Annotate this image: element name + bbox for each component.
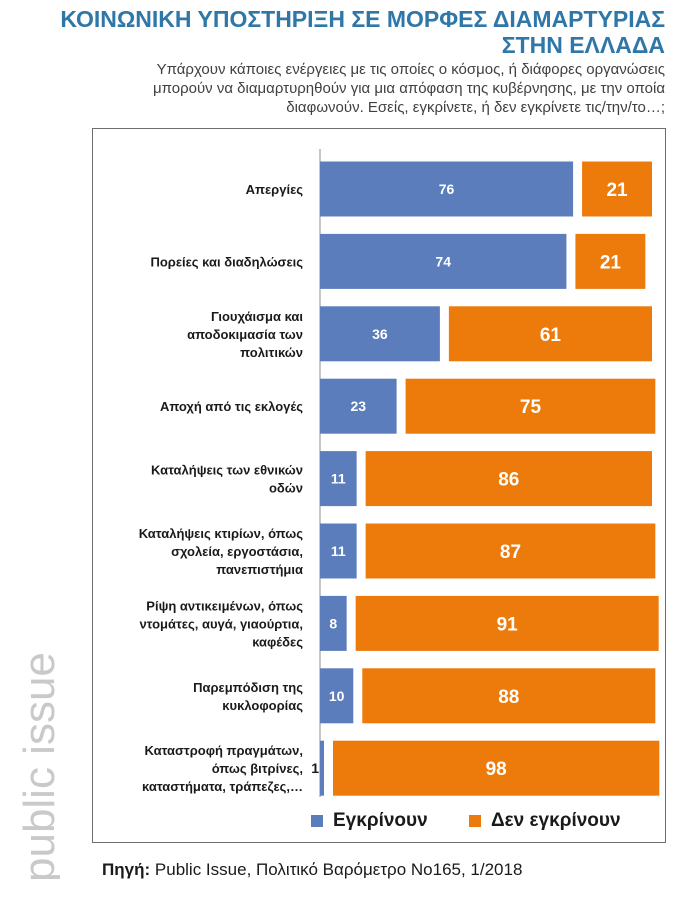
category-label: Καταστροφή πραγμάτων, όπως βιτρίνες, κατασ… — [142, 743, 303, 794]
chart-subtitle: Υπάρχουν κάποιες ενέργειες με τις οποίες… — [45, 60, 665, 117]
chart-svg: 76 21 Απεργίες 74 21 Πορείες και διαδηλώσεις 3… — [139, 149, 660, 797]
bar-approve — [320, 306, 440, 362]
category-label: Απεργίες — [246, 182, 304, 197]
bar-approve — [320, 523, 357, 579]
subtitle-line-3: διαφωνούν. Εσείς, εγκρίνετε, ή δεν εγκρί… — [286, 99, 665, 116]
data-label-approve: 36 — [372, 326, 388, 342]
bar-approve — [320, 595, 347, 651]
data-label-approve: 11 — [331, 471, 346, 487]
category-label: Αποχή από τις εκλογές — [160, 399, 303, 414]
data-label-approve: 8 — [329, 615, 337, 631]
data-label-approve: 1 — [311, 760, 319, 776]
category-label: Καταλήψεις των εθνικών οδών — [151, 463, 303, 496]
chart-title-line-2: ΣΤΗΝ ΕΛΛΑΔΑ — [501, 32, 665, 58]
watermark-text: public issue — [20, 652, 60, 882]
data-label-disapprove: 91 — [497, 614, 519, 635]
bar-approve — [320, 233, 567, 289]
data-label-approve: 74 — [435, 253, 451, 269]
bar-disapprove — [362, 668, 656, 724]
bar-disapprove — [365, 451, 653, 507]
source-note: Πηγή: Public Issue, Πολιτικό Βαρόμετρο Ν… — [102, 860, 522, 880]
data-label-disapprove: 21 — [600, 252, 622, 273]
chart-title: ΚΟΙΝΩΝΙΚΗ ΥΠΟΣΤΗΡΙΞΗ ΣΕ ΜΟΡΦΕΣ ΔΙΑΜΑΡΤΥΡ… — [25, 6, 665, 58]
bar-disapprove — [582, 161, 653, 217]
chart-title-line-1: ΚΟΙΝΩΝΙΚΗ ΥΠΟΣΤΗΡΙΞΗ ΣΕ ΜΟΡΦΕΣ ΔΙΑΜΑΡΤΥΡ… — [60, 6, 665, 32]
category-label: Παρεμπόδιση της κυκλοφορίας — [193, 680, 303, 713]
data-label-disapprove: 21 — [606, 180, 628, 201]
category-label: Ρίψη αντικειμένων, όπως ντομάτες, αυγά, γ… — [139, 598, 303, 649]
data-label-approve: 76 — [439, 181, 455, 197]
data-label-disapprove: 88 — [498, 687, 519, 708]
category-label: Πορείες και διαδηλώσεις — [150, 254, 303, 269]
chart-plot-area: 76 21 Απεργίες 74 21 Πορείες και διαδηλώσεις 3… — [92, 128, 666, 843]
data-label-disapprove: 86 — [498, 470, 519, 491]
data-label-approve: 10 — [329, 688, 345, 704]
subtitle-line-1: Υπάρχουν κάποιες ενέργειες με τις οποίες… — [156, 61, 665, 78]
data-label-approve: 11 — [331, 543, 346, 559]
bar-approve — [320, 451, 357, 507]
bar-disapprove — [333, 740, 660, 796]
source-label: Πηγή: — [102, 860, 151, 879]
bar-disapprove — [355, 595, 659, 651]
bar-approve — [320, 161, 574, 217]
public-issue-watermark: public issue — [20, 652, 60, 882]
subtitle-line-2: μπορούν να διαμαρτυρηθούν για μια απόφασ… — [152, 80, 665, 97]
data-label-disapprove: 61 — [540, 325, 562, 346]
legend-approve: Εγκρίνουν — [311, 810, 428, 832]
bar-approve — [320, 668, 354, 724]
bar-disapprove — [575, 233, 646, 289]
bar-disapprove — [365, 523, 656, 579]
bar-approve — [320, 740, 324, 796]
bar-disapprove — [405, 378, 656, 434]
bar-approve — [320, 378, 397, 434]
data-label-disapprove: 98 — [486, 759, 507, 780]
legend-swatch-approve — [311, 815, 323, 827]
legend-label-disapprove: Δεν εγκρίνουν — [491, 810, 621, 831]
category-label: Γιουχάισμα και αποδοκιμασία των πολιτικών — [187, 309, 303, 360]
legend-label-approve: Εγκρίνουν — [333, 810, 428, 831]
source-text: Public Issue, Πολιτικό Βαρόμετρο Νο165, … — [154, 860, 523, 879]
data-label-disapprove: 87 — [500, 542, 521, 563]
legend-disapprove: Δεν εγκρίνουν — [469, 810, 621, 832]
data-label-disapprove: 75 — [520, 397, 542, 418]
legend-swatch-disapprove — [469, 815, 481, 827]
category-label: Καταλήψεις κτιρίων, όπως σχολεία, εργοστά… — [139, 526, 304, 577]
bar-disapprove — [448, 306, 653, 362]
data-label-approve: 23 — [351, 398, 367, 414]
